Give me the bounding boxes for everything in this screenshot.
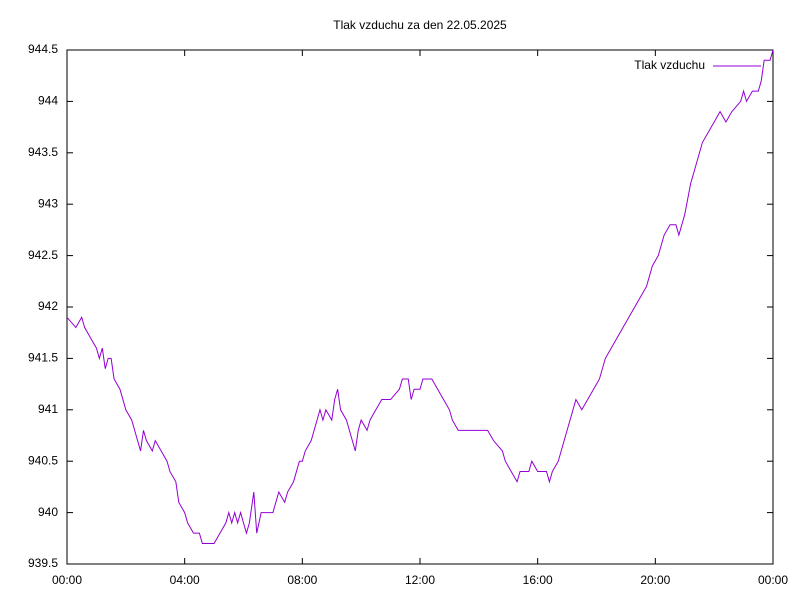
legend-label: Tlak vzduchu: [634, 58, 705, 72]
chart-title: Tlak vzduchu za den 22.05.2025: [333, 18, 507, 32]
y-tick-label: 942.5: [28, 248, 58, 262]
x-tick-label: 12:00: [405, 573, 435, 587]
x-tick-label: 00:00: [758, 573, 788, 587]
y-tick-label: 942: [38, 299, 58, 313]
x-tick-label: 08:00: [287, 573, 317, 587]
y-tick-label: 943: [38, 196, 58, 210]
x-tick-label: 00:00: [52, 573, 82, 587]
y-tick-label: 941: [38, 402, 58, 416]
x-tick-label: 16:00: [523, 573, 553, 587]
y-tick-label: 939.5: [28, 556, 58, 570]
data-line: [66, 49, 774, 544]
x-tick-label: 20:00: [640, 573, 670, 587]
plot-border: [66, 49, 774, 565]
x-tick-label: 04:00: [170, 573, 200, 587]
y-tick-label: 944: [38, 94, 58, 108]
y-tick-label: 944.5: [28, 42, 58, 56]
y-tick-label: 940.5: [28, 453, 58, 467]
y-tick-label: 941.5: [28, 351, 58, 365]
y-tick-label: 940: [38, 505, 58, 519]
y-tick-label: 943.5: [28, 145, 58, 159]
